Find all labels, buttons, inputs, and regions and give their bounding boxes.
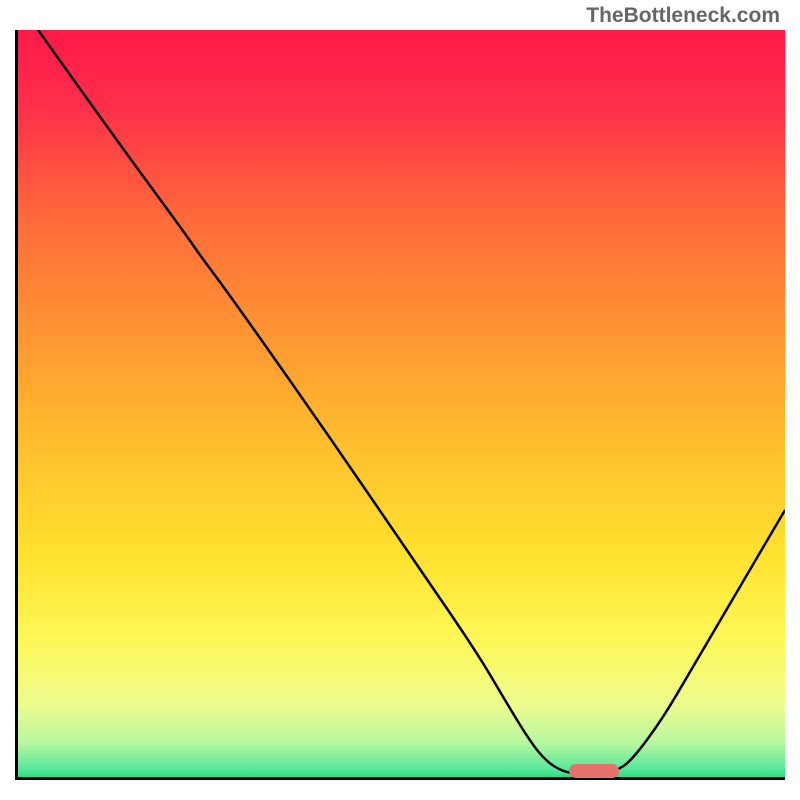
watermark-text: TheBottleneck.com (586, 4, 780, 28)
optimal-marker (569, 764, 619, 778)
performance-curve (15, 30, 785, 780)
bottleneck-chart (15, 30, 785, 780)
